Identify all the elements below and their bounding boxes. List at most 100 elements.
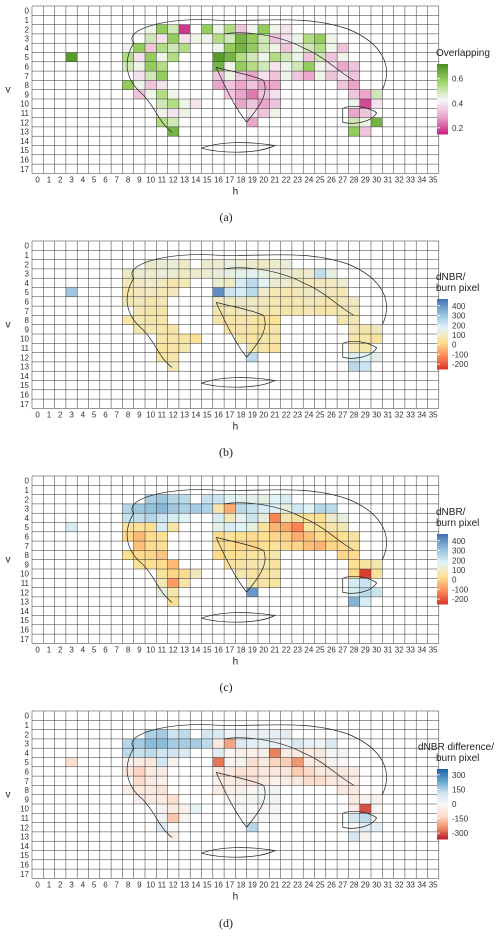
heatmap-cell	[325, 748, 338, 758]
heatmap-cell	[156, 352, 168, 362]
y-tick-label: 5	[25, 758, 30, 767]
x-tick-label: 2	[58, 410, 63, 419]
heatmap-cell	[167, 729, 179, 739]
x-axis-label: h	[233, 891, 239, 902]
y-tick-label: 16	[20, 390, 29, 399]
x-tick-label: 16	[214, 880, 223, 889]
x-tick-label: 25	[316, 880, 325, 889]
legend-title: burn pixel	[436, 518, 479, 529]
heatmap-cell	[246, 494, 258, 504]
legend-swatch	[437, 344, 448, 347]
heatmap-cell	[348, 117, 360, 127]
legend-swatch	[437, 837, 448, 840]
heatmap-cell	[178, 268, 191, 279]
x-tick-label: 24	[304, 410, 313, 419]
heatmap-cell	[359, 813, 371, 823]
heatmap-cell	[303, 503, 315, 514]
x-tick-label: 21	[270, 175, 279, 184]
heatmap-cell	[145, 278, 157, 288]
x-tick-label: 4	[81, 410, 86, 419]
legend-swatch	[437, 125, 448, 128]
x-tick-label: 17	[225, 175, 234, 184]
heatmap-cell	[269, 80, 281, 90]
heatmap-cell	[269, 61, 281, 72]
coastline-path	[201, 142, 277, 153]
heatmap-cell	[246, 343, 258, 353]
heatmap-cell	[258, 287, 270, 297]
heatmap-cell	[201, 24, 213, 34]
legend-swatch	[437, 367, 448, 370]
y-tick-label: 6	[25, 767, 30, 776]
heatmap-cell	[303, 513, 315, 523]
legend-swatch	[437, 79, 448, 82]
heatmap-cell	[156, 315, 168, 325]
y-tick-label: 11	[21, 344, 30, 353]
x-tick-label: 19	[248, 880, 257, 889]
heatmap-cell	[145, 738, 157, 749]
x-tick-label: 32	[395, 175, 404, 184]
legend-swatch	[437, 109, 448, 112]
heatmap-cell	[133, 287, 145, 297]
heatmap-cell	[212, 80, 225, 90]
legend-swatch	[437, 583, 448, 586]
y-axis-label: v	[6, 320, 11, 331]
heatmap-cell	[235, 334, 247, 344]
heatmap-cell	[167, 813, 179, 823]
x-tick-label: 6	[103, 175, 108, 184]
heatmap-cell	[167, 559, 179, 569]
heatmap-cell	[156, 822, 168, 832]
heatmap-cell	[224, 61, 236, 72]
y-tick-label: 9	[25, 90, 30, 99]
heatmap-cell	[224, 559, 236, 569]
heatmap-cell	[314, 43, 326, 53]
heatmap-cell	[314, 268, 326, 279]
x-tick-label: 10	[146, 880, 155, 889]
heatmap-cell	[246, 541, 258, 551]
heatmap-cell	[156, 578, 168, 588]
heatmap-cell	[371, 99, 383, 109]
heatmap-cell	[348, 822, 360, 832]
heatmap-cell	[269, 522, 281, 532]
heatmap-cell	[145, 550, 157, 560]
legend-tick-label: -200	[452, 595, 469, 604]
heatmap-cell	[291, 748, 304, 758]
heatmap-cell	[325, 776, 338, 786]
heatmap-cell	[359, 831, 371, 842]
heatmap-cell	[258, 80, 270, 90]
x-tick-label: 6	[103, 410, 108, 419]
legend-swatch	[437, 335, 448, 338]
legend-swatch	[437, 339, 448, 342]
y-tick-label: 0	[25, 712, 30, 721]
heatmap-cell	[145, 71, 157, 81]
heatmap-cell	[178, 804, 191, 814]
heatmap-cell	[359, 569, 371, 579]
heatmap-cell	[145, 766, 157, 777]
heatmap-cell	[156, 559, 168, 569]
x-tick-label: 22	[282, 410, 291, 419]
heatmap-cell	[133, 43, 145, 53]
heatmap-cell	[145, 757, 157, 767]
heatmap-cell	[224, 785, 236, 795]
heatmap-cell	[314, 738, 326, 749]
legend-swatch	[437, 309, 448, 312]
heatmap-cell	[246, 71, 258, 81]
legend-swatch	[437, 316, 448, 319]
heatmap-cell	[212, 33, 225, 44]
legend-swatch	[437, 586, 448, 589]
heatmap-cell	[246, 80, 258, 90]
heatmap-cell	[156, 513, 168, 523]
heatmap-cell	[178, 24, 191, 34]
heatmap-cell	[269, 287, 281, 297]
x-tick-label: 27	[338, 880, 347, 889]
heatmap-cell	[178, 259, 191, 269]
heatmap-cell	[280, 738, 292, 749]
heatmap-cell	[167, 587, 179, 597]
heatmap-cell	[224, 766, 236, 777]
heatmap-cell	[178, 494, 191, 504]
coastline-path	[126, 748, 173, 838]
y-tick-label: 15	[20, 851, 29, 860]
heatmap-cell	[167, 259, 179, 269]
heatmap-cell	[156, 587, 168, 597]
heatmap-cell	[337, 757, 349, 767]
heatmap-cell	[167, 89, 179, 99]
